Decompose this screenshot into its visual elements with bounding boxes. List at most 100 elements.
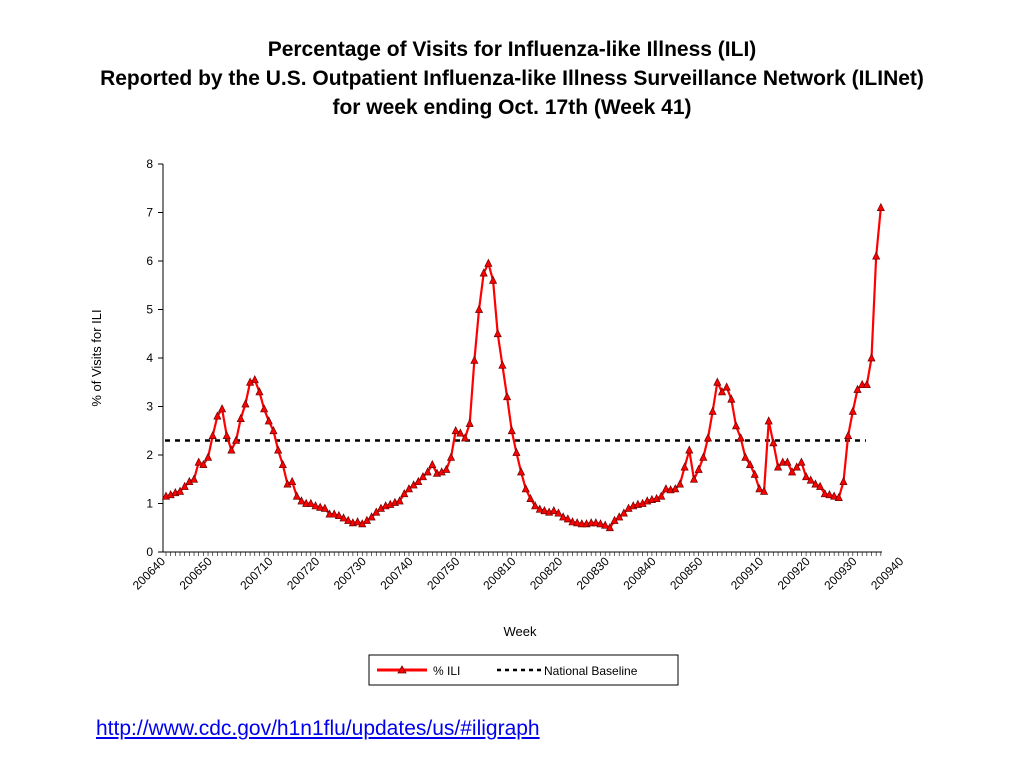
- ili-data-point: [451, 425, 460, 435]
- ili-data-point: [825, 489, 834, 499]
- ili-data-point: [250, 375, 259, 384]
- ili-data-point: [404, 484, 414, 493]
- ili-data-point: [330, 509, 339, 518]
- ili-data-point: [423, 467, 432, 476]
- y-tick-label: 2: [146, 448, 153, 462]
- x-axis-title: Week: [504, 624, 537, 639]
- ili-data-point: [521, 484, 530, 493]
- ili-data-point: [278, 459, 287, 469]
- ili-data-point: [713, 377, 722, 386]
- y-tick-label: 5: [146, 303, 153, 317]
- ili-data-point: [180, 481, 189, 490]
- ili-data-point: [493, 328, 502, 338]
- ili-data-point: [774, 462, 783, 471]
- ili-data-point: [661, 484, 670, 493]
- x-tick-label: 200910: [728, 554, 766, 592]
- ili-data-point: [573, 518, 582, 527]
- ili-data-point: [703, 433, 713, 442]
- ili-data-point: [727, 394, 736, 403]
- x-tick-label: 200930: [821, 554, 859, 592]
- ili-data-point: [531, 501, 540, 510]
- y-tick-label: 4: [146, 351, 153, 365]
- ili-data-point: [619, 508, 628, 517]
- ili-data-point: [479, 268, 488, 277]
- ili-data-point: [288, 476, 297, 486]
- ili-data-point: [484, 258, 493, 267]
- ili-data-point: [465, 418, 474, 427]
- ili-data-point: [559, 512, 568, 521]
- ili-data-point: [400, 489, 409, 498]
- ili-data-point: [862, 379, 871, 389]
- ili-data-point: [722, 382, 731, 391]
- ili-data-point: [460, 433, 470, 442]
- chart-legend: % ILI National Baseline: [368, 654, 679, 686]
- ili-data-point: [591, 518, 600, 527]
- ili-data-point: [834, 492, 843, 502]
- ili-data-point: [414, 476, 423, 486]
- ili-data-point: [745, 459, 755, 469]
- ili-data-point: [657, 491, 666, 500]
- ili-data-point: [601, 520, 610, 529]
- ili-data-point: [218, 404, 227, 413]
- x-tick-label: 200850: [667, 554, 705, 592]
- x-tick-label: 200830: [574, 554, 612, 592]
- ili-data-point: [194, 457, 203, 466]
- ili-data-point: [442, 464, 451, 473]
- ili-data-point: [769, 438, 778, 447]
- ili-data-point: [311, 501, 320, 510]
- ili-data-point: [517, 467, 526, 476]
- ili-data-point: [428, 459, 437, 469]
- ili-series-line: [165, 207, 882, 529]
- y-tick-label: 0: [146, 545, 153, 559]
- series-layer: [161, 202, 885, 532]
- ili-data-point: [764, 416, 773, 425]
- ili-data-point: [596, 519, 605, 528]
- x-tick-label: 200840: [620, 554, 658, 592]
- ili-data-point: [227, 445, 236, 454]
- ili-data-point: [189, 474, 199, 483]
- ili-data-point: [671, 484, 680, 493]
- ili-data-point: [213, 411, 222, 420]
- x-tick-label: 200720: [284, 554, 322, 592]
- ili-data-point: [876, 202, 885, 211]
- ili-data-point: [503, 392, 512, 401]
- ili-data-point: [512, 447, 521, 456]
- ili-data-point: [717, 387, 727, 396]
- ili-data-point: [344, 515, 353, 524]
- y-axis-title: % of Visits for ILI: [89, 309, 104, 406]
- ili-data-point: [498, 360, 507, 369]
- ili-data-point: [334, 510, 343, 519]
- ili-data-point: [839, 476, 848, 486]
- ili-data-point: [446, 452, 456, 461]
- y-tick-label: 7: [146, 206, 153, 220]
- ili-data-point: [260, 404, 269, 413]
- ili-data-point: [731, 421, 741, 430]
- ili-data-point: [797, 457, 806, 466]
- ili-data-point: [554, 508, 563, 517]
- ili-data-point: [605, 522, 614, 532]
- ili-data-point: [811, 479, 820, 488]
- ili-data-point: [367, 512, 376, 521]
- legend-ili-label: % ILI: [433, 664, 460, 678]
- x-tick-label: 200820: [527, 554, 565, 592]
- ili-data-point: [563, 514, 572, 523]
- y-tick-label: 3: [146, 400, 153, 414]
- ili-data-point: [844, 430, 853, 439]
- y-tick-label: 8: [146, 157, 153, 171]
- ili-data-point: [339, 513, 348, 522]
- ili-data-point: [830, 491, 839, 500]
- x-tick-label: 200640: [130, 554, 168, 592]
- ili-data-point: [783, 457, 792, 466]
- ili-data-point: [208, 430, 217, 439]
- cdc-source-link[interactable]: http://www.cdc.gov/h1n1flu/updates/us/#i…: [96, 717, 540, 740]
- ili-data-point: [806, 475, 815, 484]
- ili-data-point: [853, 384, 862, 393]
- ili-data-point: [755, 484, 764, 493]
- ili-data-point: [694, 464, 703, 473]
- ili-data-point: [788, 467, 797, 476]
- ili-data-point: [456, 428, 465, 437]
- chart-title: Percentage of Visits for Influenza-like …: [267, 38, 757, 61]
- ili-data-point: [708, 406, 717, 415]
